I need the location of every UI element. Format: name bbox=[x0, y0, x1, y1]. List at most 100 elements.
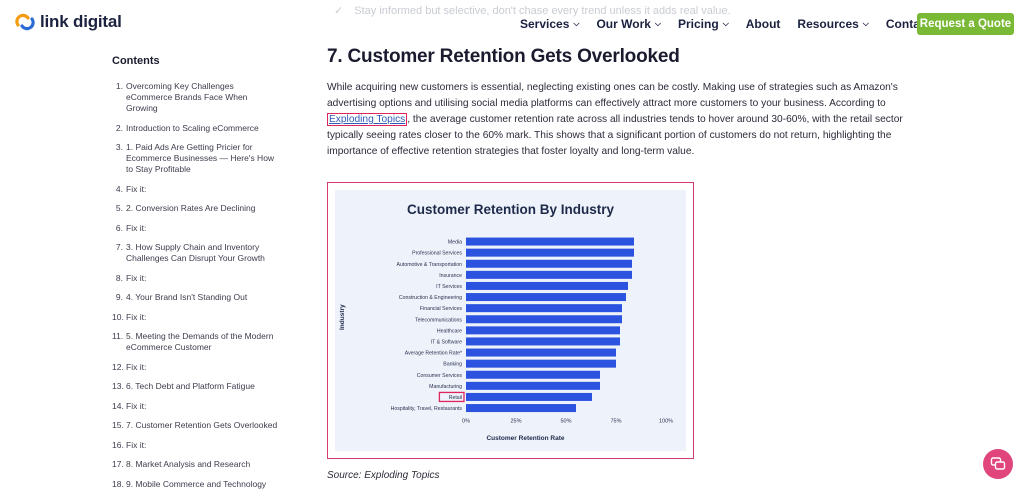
toc-item-label: Fix it: bbox=[126, 311, 147, 322]
chart-category-label: Media bbox=[448, 240, 462, 246]
chart-figure: Customer Retention By Industry Industry … bbox=[327, 182, 694, 459]
toc-item-number: 12. bbox=[112, 361, 124, 372]
toc-item[interactable]: 1. Overcoming Key Challenges eCommerce Br… bbox=[112, 81, 292, 114]
toc-item-number: 6. bbox=[115, 222, 123, 233]
toc-item[interactable]: 13. 6. Tech Debt and Platform Fatigue bbox=[112, 381, 292, 392]
toc-item-label: Overcoming Key Challenges eCommerce Bran… bbox=[126, 81, 248, 113]
logo[interactable]: link digital bbox=[15, 12, 122, 32]
toc-item[interactable]: 2. Introduction to Scaling eCommerce bbox=[112, 123, 292, 134]
toc-item-label: 1. Paid Ads Are Getting Pricier for Ecom… bbox=[126, 142, 275, 174]
chat-icon bbox=[990, 457, 1006, 470]
faded-checklist-text: Stay informed but selective, don't chase… bbox=[354, 5, 731, 17]
chevron-down-icon: ⌵ bbox=[654, 19, 661, 28]
chart-category-label: Average Retention Rate* bbox=[405, 351, 462, 357]
toc-item-number: 5. bbox=[115, 203, 123, 213]
chart-x-tick-label: 50% bbox=[560, 419, 571, 425]
chart-bar bbox=[466, 248, 634, 257]
toc-item[interactable]: 12. Fix it: bbox=[112, 362, 292, 373]
toc-item[interactable]: 3. 1. Paid Ads Are Getting Pricier for Ec… bbox=[112, 142, 292, 175]
chart-category-label: IT & Software bbox=[431, 339, 462, 345]
toc-item[interactable]: 15. 7. Customer Retention Gets Overlooked bbox=[112, 420, 292, 431]
toc-item-label: Fix it: bbox=[126, 439, 147, 450]
logo-text: link digital bbox=[40, 12, 122, 31]
nav-about[interactable]: About bbox=[746, 17, 781, 31]
chart-category-label: Healthcare bbox=[437, 328, 462, 334]
toc-item[interactable]: 16. Fix it: bbox=[112, 440, 292, 451]
toc-item-number: 11. bbox=[112, 331, 124, 341]
article: 7. Customer Retention Gets Overlooked Wh… bbox=[327, 46, 907, 160]
chart-bar bbox=[466, 404, 576, 413]
chart-bar bbox=[466, 381, 600, 390]
bar-chart: Media Professional Services Automotive & T… bbox=[391, 237, 673, 425]
chart-category-label: Hospitality, Travel, Restaurants bbox=[391, 406, 463, 412]
toc-item[interactable]: 14. Fix it: bbox=[112, 401, 292, 412]
toc-item[interactable]: 9. 4. Your Brand Isn't Standing Out bbox=[112, 292, 292, 303]
toc-item-label: 3. How Supply Chain and Inventory Challe… bbox=[126, 242, 265, 263]
chart-bar bbox=[466, 259, 632, 268]
toc-item-number: 16. bbox=[112, 439, 124, 450]
chart-x-tick-label: 25% bbox=[510, 419, 521, 425]
toc-item[interactable]: 11. 5. Meeting the Demands of the Modern … bbox=[112, 331, 292, 353]
chart-bar bbox=[466, 293, 626, 302]
chart-bar bbox=[466, 359, 616, 368]
toc-item-label: Fix it: bbox=[126, 183, 147, 194]
nav-resources-label: Resources bbox=[797, 17, 859, 31]
toc-item-number: 17. bbox=[112, 459, 124, 469]
chart-bar bbox=[466, 392, 592, 401]
chat-button[interactable] bbox=[983, 449, 1013, 479]
toc-item-number: 18. bbox=[112, 478, 124, 489]
toc-item-number: 13. bbox=[112, 381, 124, 391]
nav-our-work-label: Our Work bbox=[596, 17, 651, 31]
chart-title: Customer Retention By Industry bbox=[406, 202, 615, 217]
logo-mark-icon bbox=[15, 13, 35, 31]
chart-x-tick-label: 75% bbox=[610, 419, 621, 425]
nav-pricing-label: Pricing bbox=[678, 17, 719, 31]
exploding-topics-link[interactable]: Exploding Topics bbox=[327, 113, 408, 126]
nav-services[interactable]: Services ⌵ bbox=[520, 17, 579, 31]
chart-x-tick-label: 0% bbox=[462, 419, 470, 425]
chart-bar bbox=[466, 304, 622, 313]
toc-item[interactable]: 10. Fix it: bbox=[112, 312, 292, 323]
chart-category-label: Consumer Services bbox=[417, 373, 463, 379]
chart-bar bbox=[466, 370, 600, 379]
toc-item-label: 7. Customer Retention Gets Overlooked bbox=[126, 420, 278, 430]
request-quote-button[interactable]: Request a Quote bbox=[917, 13, 1014, 35]
chart-bar bbox=[466, 281, 628, 290]
highlight-box bbox=[438, 391, 465, 403]
toc-item-number: 2. bbox=[115, 122, 123, 133]
nav-about-label: About bbox=[745, 17, 781, 31]
toc-item[interactable]: 6. Fix it: bbox=[112, 223, 292, 234]
chart-bar bbox=[466, 337, 620, 346]
chart-bar bbox=[466, 315, 622, 324]
toc-item-label: Fix it: bbox=[126, 222, 147, 233]
chart-x-tick-label: 100% bbox=[659, 419, 673, 425]
toc-item[interactable]: 4. Fix it: bbox=[112, 184, 292, 195]
toc-item-label: 5. Meeting the Demands of the Modern eCo… bbox=[126, 331, 274, 352]
toc-item[interactable]: 18. 9. Mobile Commerce and Technology bbox=[112, 479, 292, 490]
toc-item-label: 8. Market Analysis and Research bbox=[126, 459, 251, 469]
toc-list: 1. Overcoming Key Challenges eCommerce Br… bbox=[112, 81, 292, 490]
chart-x-axis-label: Customer Retention Rate bbox=[486, 435, 565, 442]
toc-item-number: 3. bbox=[115, 142, 123, 152]
toc-item-number: 4. bbox=[115, 183, 123, 194]
main-nav: Services ⌵ Our Work ⌵ Pricing ⌵ About Resou… bbox=[520, 17, 948, 31]
nav-our-work[interactable]: Our Work ⌵ bbox=[596, 17, 661, 31]
nav-pricing[interactable]: Pricing ⌵ bbox=[678, 17, 729, 31]
paragraph-text-start: While acquiring new customers is essenti… bbox=[327, 82, 898, 109]
paragraph-text-end: , the average customer retention rate ac… bbox=[327, 114, 903, 157]
toc-item[interactable]: 8. Fix it: bbox=[112, 273, 292, 284]
faded-checklist-item: ✓ Stay informed but selective, don't cha… bbox=[334, 4, 731, 17]
toc-item[interactable]: 17. 8. Market Analysis and Research bbox=[112, 459, 292, 470]
chart-category-label: Telecommunications bbox=[415, 317, 462, 323]
toc-item-label: 9. Mobile Commerce and Technology bbox=[126, 478, 267, 489]
site-header: link digital ✓ Stay informed but selecti… bbox=[0, 0, 1024, 48]
table-of-contents: Contents 1. Overcoming Key Challenges eCo… bbox=[112, 55, 292, 490]
nav-resources[interactable]: Resources ⌵ bbox=[797, 17, 868, 31]
chart-panel: Customer Retention By Industry Industry … bbox=[335, 190, 686, 451]
chart-bar bbox=[466, 237, 634, 246]
toc-item[interactable]: 7. 3. How Supply Chain and Inventory Chal… bbox=[112, 242, 292, 264]
chart-category-label: Retail bbox=[449, 395, 462, 401]
toc-item[interactable]: 5. 2. Conversion Rates Are Declining bbox=[112, 203, 292, 214]
toc-item-number: 9. bbox=[115, 292, 123, 302]
chart-bar bbox=[466, 270, 632, 279]
